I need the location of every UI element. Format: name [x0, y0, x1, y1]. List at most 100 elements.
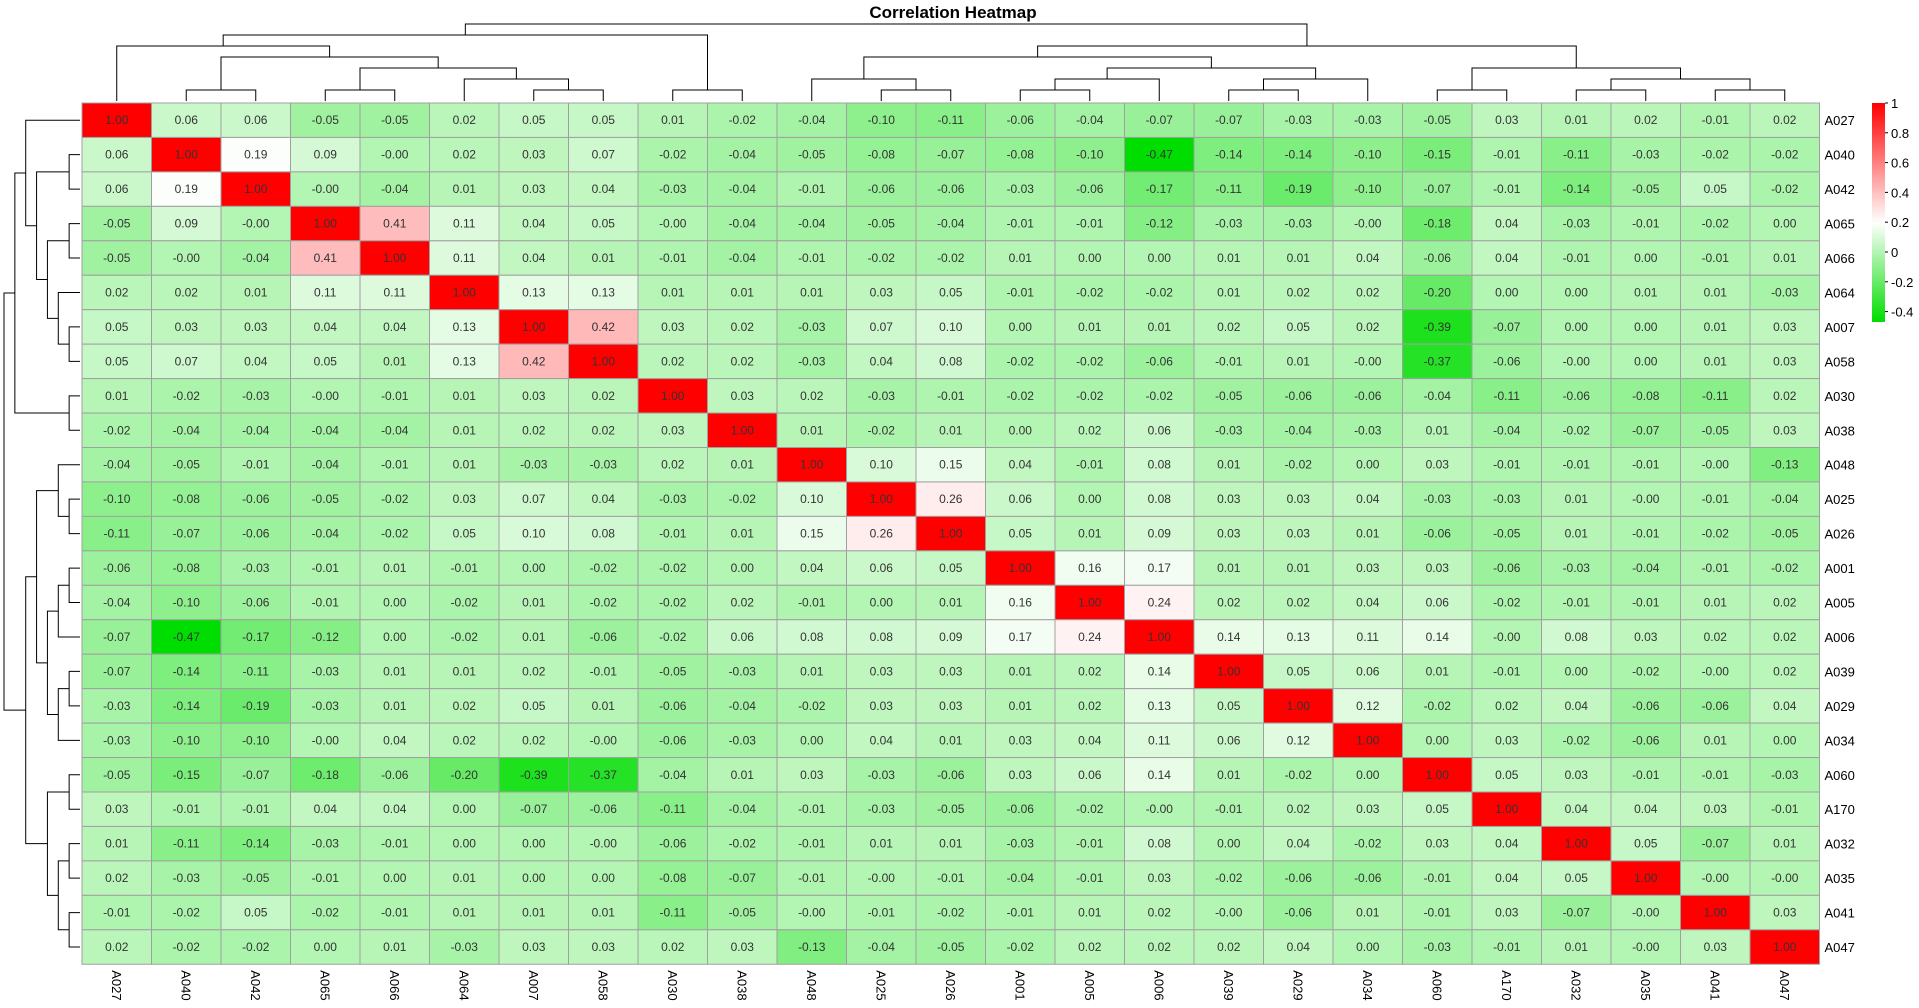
heatmap-cell: [1054, 136, 1125, 173]
legend-tick-label: 0.2: [1891, 215, 1909, 230]
cell-value-label: -0.03: [868, 389, 896, 403]
heatmap-cell: [985, 309, 1056, 345]
heatmap-cell: [707, 102, 778, 138]
dendrogram-branch: [14, 172, 70, 414]
cell-value-label: -0.03: [868, 768, 896, 782]
cell-value-label: -0.39: [1424, 320, 1452, 334]
heatmap-cell: [776, 653, 847, 690]
cell-value-label: -0.01: [451, 561, 479, 575]
cell-value-label: 1.00: [592, 354, 616, 368]
cell-value-label: 0.02: [1217, 940, 1241, 954]
heatmap-cell: [1610, 412, 1681, 448]
heatmap-cell: [1402, 136, 1473, 173]
heatmap-cell: [1749, 653, 1820, 690]
cell-value-label: -0.14: [1563, 182, 1591, 196]
column-label: A001: [1012, 970, 1027, 1000]
column-label: A048: [804, 970, 819, 1000]
cell-value-label: 0.03: [244, 320, 268, 334]
heatmap-cell: [776, 136, 847, 173]
heatmap-cell: [220, 688, 291, 724]
cell-value-label: -0.08: [173, 492, 201, 506]
heatmap-cell: [429, 136, 500, 173]
cell-value-label: 0.01: [383, 561, 407, 575]
heatmap-cell: [1054, 722, 1125, 759]
cell-value-label: 0.04: [1287, 837, 1311, 851]
heatmap-cell: [1471, 619, 1542, 655]
cell-value-label: 0.05: [1009, 527, 1033, 541]
dendrogram-branch: [68, 774, 80, 810]
cell-value-label: -0.07: [1215, 113, 1243, 127]
cell-value-label: 0.11: [314, 285, 337, 299]
cell-value-label: 0.05: [1634, 837, 1658, 851]
heatmap-cell: [220, 825, 291, 862]
heatmap-cell: [290, 481, 361, 517]
cell-value-label: -0.47: [173, 630, 201, 644]
cell-value-label: -0.06: [1007, 113, 1035, 127]
cell-value-label: 0.01: [939, 837, 963, 851]
heatmap-cell: [498, 447, 569, 483]
cell-value-label: 0.03: [1773, 906, 1797, 920]
heatmap-cell: [637, 688, 708, 724]
row-dendrogram: [3, 119, 80, 948]
heatmap-cell: [1263, 205, 1334, 242]
heatmap-cell: [359, 378, 430, 414]
cell-value-label: 0.03: [731, 389, 755, 403]
heatmap-cell: [1263, 860, 1334, 896]
cell-value-label: 0.09: [939, 630, 963, 644]
cell-value-label: -0.06: [1354, 389, 1382, 403]
legend-tick-label: -0.4: [1891, 305, 1913, 320]
heatmap-cell: [1124, 240, 1195, 276]
cell-value-label: -0.01: [103, 906, 131, 920]
dendrogram-branch: [68, 498, 80, 535]
cell-value-label: 0.04: [1773, 699, 1797, 713]
cell-value-label: -0.02: [1285, 768, 1313, 782]
cell-value-label: 0.02: [1078, 664, 1102, 678]
cell-value-label: 0.01: [244, 285, 268, 299]
heatmap-cell: [429, 309, 500, 345]
cell-value-label: 0.01: [800, 664, 824, 678]
dendrogram-branch: [1610, 78, 1751, 90]
heatmap-cell: [151, 584, 222, 621]
heatmap-cell: [151, 274, 222, 311]
heatmap-cell: [985, 447, 1056, 483]
cell-value-label: 0.02: [1078, 423, 1102, 437]
cell-value-label: 0.05: [592, 217, 616, 231]
cell-value-label: 0.11: [1357, 630, 1380, 644]
heatmap-cell: [776, 378, 847, 414]
cell-value-label: -0.19: [1285, 182, 1313, 196]
cell-value-label: -0.01: [798, 802, 826, 816]
cell-value-label: -0.00: [1146, 802, 1174, 816]
column-label: A058: [595, 970, 610, 1000]
heatmap-cell: [359, 860, 430, 896]
heatmap-cell: [151, 825, 222, 862]
cell-value-label: 1.00: [1565, 837, 1589, 851]
row-label: A060: [1825, 768, 1855, 783]
cell-value-label: -0.04: [381, 182, 409, 196]
cell-value-label: 0.01: [661, 285, 685, 299]
heatmap-cell: [1610, 653, 1681, 690]
heatmap-cell: [846, 171, 917, 207]
cell-value-label: -0.03: [1285, 113, 1313, 127]
cell-value-label: -0.06: [1076, 182, 1104, 196]
cell-value-label: 1.00: [800, 458, 824, 472]
cell-value-label: -0.11: [1494, 389, 1521, 403]
cell-value-label: -0.03: [1285, 217, 1313, 231]
heatmap-cell: [637, 619, 708, 655]
row-label: A066: [1825, 251, 1855, 266]
heatmap-cell: [290, 757, 361, 793]
cell-value-label: 0.01: [1565, 492, 1589, 506]
cell-value-label: -0.01: [1424, 871, 1452, 885]
dendrogram-branch: [672, 89, 743, 101]
cell-value-label: 0.00: [383, 630, 407, 644]
heatmap-cell: [637, 860, 708, 896]
heatmap-cell: [498, 412, 569, 448]
heatmap-cell: [1193, 481, 1264, 517]
column-label: A060: [1429, 970, 1444, 1000]
cell-value-label: -0.05: [381, 113, 409, 127]
cell-value-label: -0.05: [1771, 527, 1799, 541]
cell-value-label: 0.03: [1009, 733, 1033, 747]
heatmap-cell: [429, 791, 500, 827]
cell-value-label: -0.03: [729, 733, 757, 747]
column-label: A007: [526, 970, 541, 1000]
cell-value-label: 0.01: [1078, 527, 1102, 541]
